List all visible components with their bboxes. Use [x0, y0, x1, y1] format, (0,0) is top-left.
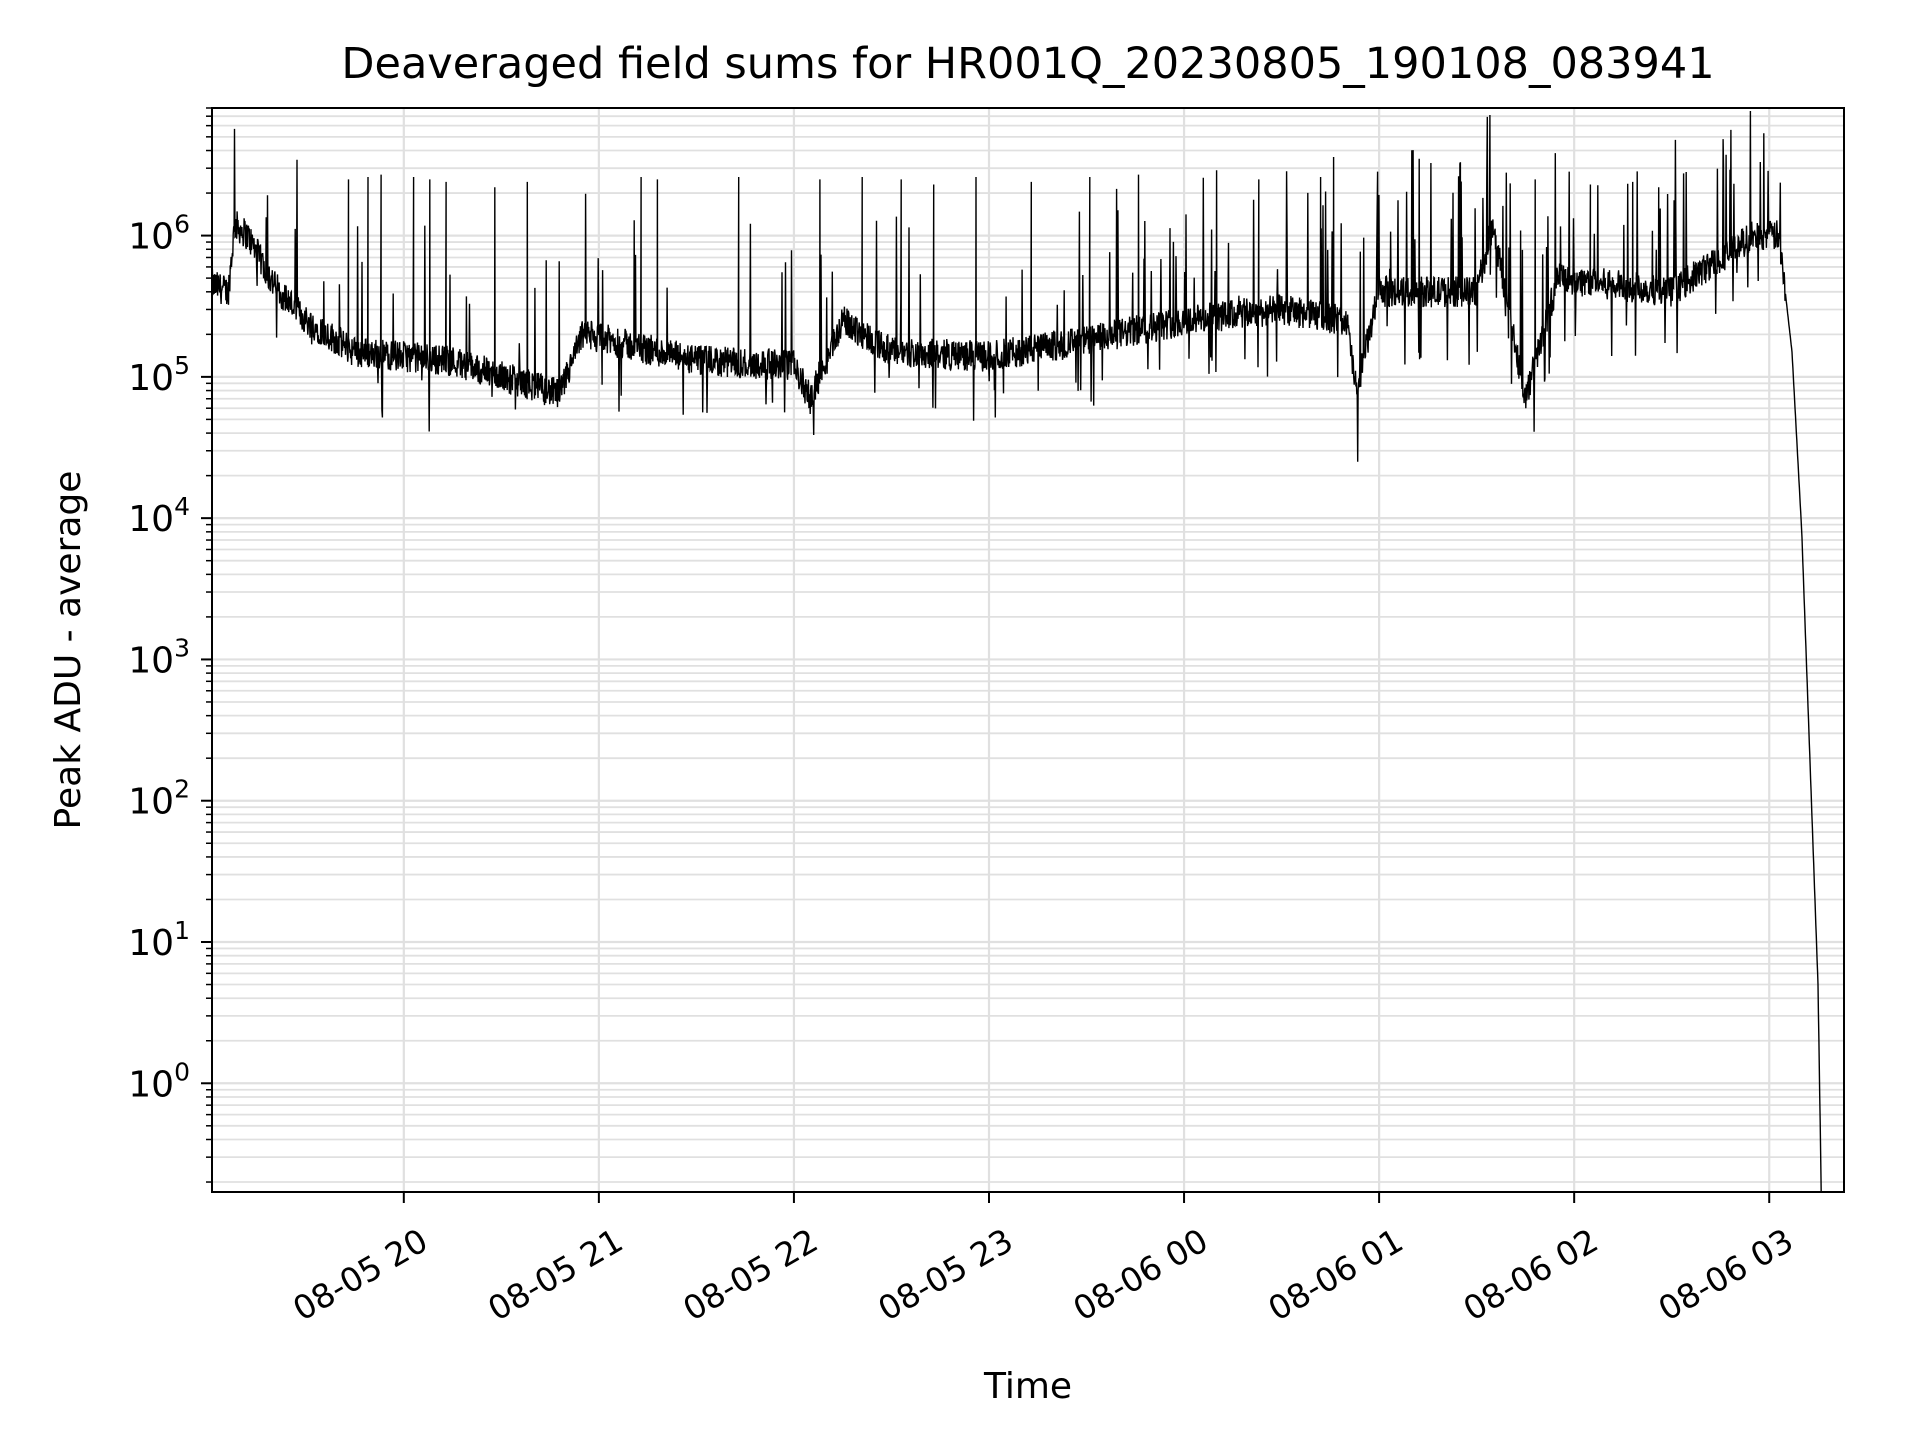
y-axis-label: Peak ADU - average: [48, 471, 89, 830]
y-tick-label: 106: [128, 210, 190, 258]
series-layer: [212, 110, 1822, 1192]
y-tick-label: 102: [128, 775, 190, 823]
y-tick-label: 104: [128, 492, 190, 540]
chart-title: Deaveraged field sums for HR001Q_2023080…: [341, 39, 1714, 89]
y-tick-label: 101: [128, 916, 190, 964]
y-tick-label: 100: [128, 1057, 190, 1105]
plot-frame: [211, 107, 1845, 1193]
y-axis: 100 101 102 103 104 105 106: [128, 107, 212, 1183]
series-line: [212, 110, 1822, 1192]
grid: [212, 107, 1844, 1192]
y-tick-label: 105: [128, 351, 190, 399]
y-tick-label: 103: [128, 633, 190, 681]
x-axis-label: Time: [983, 1366, 1072, 1407]
